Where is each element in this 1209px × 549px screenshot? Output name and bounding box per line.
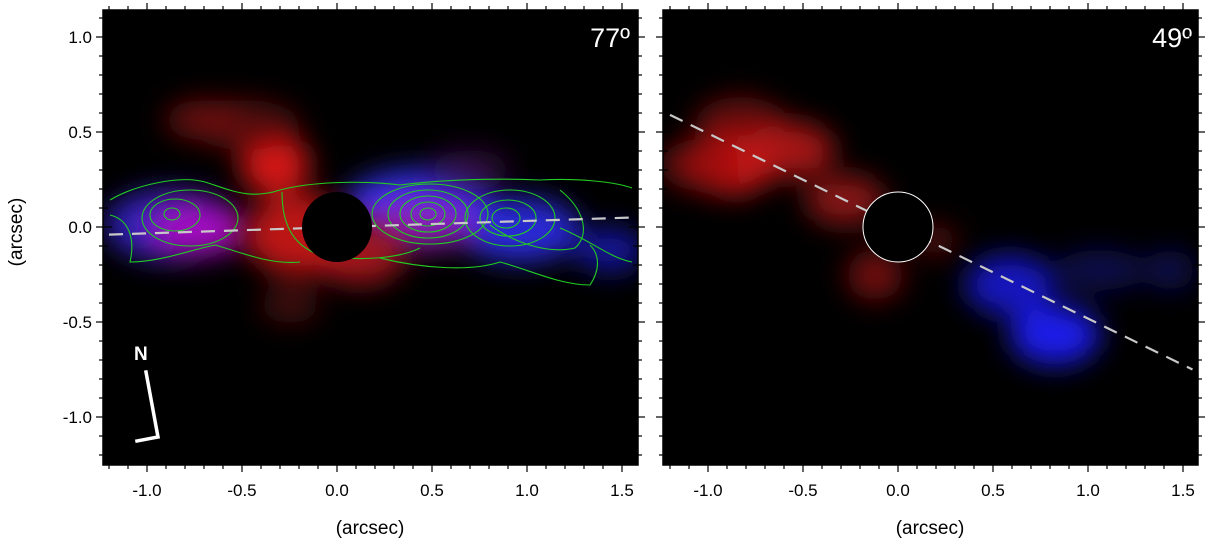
panel-right-ticks [656,3,1205,472]
x-tick-label: 1.5 [610,481,634,500]
x-tick-label: -0.5 [788,481,817,500]
panel-left-frame [102,9,639,466]
y-tick-label: -0.5 [63,313,92,332]
panel-right-x-axis: -1.0 -0.5 0.0 0.5 1.0 1.5 (arcsec) [693,481,1194,539]
y-axis: 1.0 0.5 0.0 -0.5 -1.0 (arcsec) [6,28,92,427]
panel-right-emission-map: 49º [663,23,1195,371]
x-tick-label: 0.0 [325,481,349,500]
panel-right: 49º [656,3,1205,472]
panel-right-major-axis-line [669,113,1193,371]
y-tick-label: 1.0 [68,28,92,47]
panel-left-x-axis: -1.0 -0.5 0.0 0.5 1.0 1.5 (arcsec) [132,481,633,539]
panel-left-angle-label: 77º [590,23,630,53]
x-tick-label: -0.5 [227,481,256,500]
panel-right-angle-label: 49º [1152,23,1192,53]
y-tick-label: -1.0 [63,408,92,427]
panel-left-x-axis-title: (arcsec) [336,518,405,539]
x-tick-label: 0.5 [981,481,1005,500]
y-tick-label: 0.0 [68,218,92,237]
x-tick-label: 0.5 [420,481,444,500]
x-tick-label: -1.0 [132,481,161,500]
x-tick-label: 1.5 [1171,481,1195,500]
y-axis-title: (arcsec) [6,198,27,267]
x-tick-label: -1.0 [693,481,722,500]
y-tick-label: 0.5 [68,123,92,142]
x-tick-label: 1.0 [1076,481,1100,500]
panel-right-frame [662,9,1199,466]
x-tick-label: 1.0 [515,481,539,500]
panel-left: N 77º [96,3,645,472]
panel-left-contours [109,178,633,286]
north-arrow-icon [134,369,161,444]
panel-left-ticks [96,3,645,472]
panel-left-nucleus-mask [302,192,372,262]
panel-left-emission-map: N 77º [105,23,638,444]
panel-right-x-axis-title: (arcsec) [896,518,965,539]
panel-right-nucleus-mask [862,191,934,263]
x-tick-label: 0.0 [886,481,910,500]
north-label: N [134,344,148,365]
